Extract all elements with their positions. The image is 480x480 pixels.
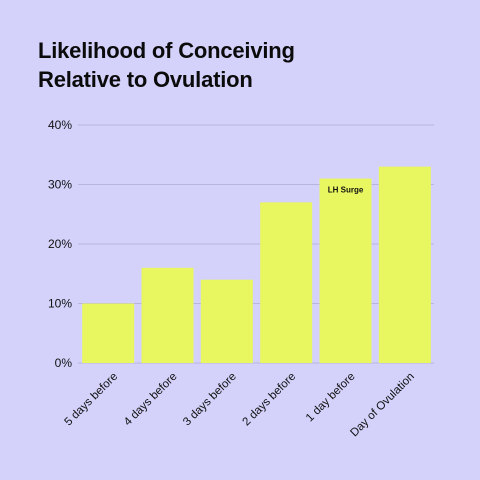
- bar: [82, 303, 135, 363]
- chart-title-line-2: Relative to Ovulation: [38, 67, 253, 92]
- bar: [319, 178, 372, 363]
- x-tick-label: 3 days before: [181, 371, 239, 429]
- bar: [378, 166, 431, 363]
- bar: [141, 267, 194, 363]
- y-tick-label: 20%: [48, 237, 72, 251]
- lh-surge-annotation: LH Surge: [328, 186, 364, 195]
- bar: [260, 202, 313, 363]
- x-tick-label: 2 days before: [241, 371, 299, 429]
- x-tick-label: 1 day before: [304, 371, 358, 425]
- x-tick-label: 4 days before: [122, 371, 180, 429]
- y-tick-label: 0%: [55, 356, 73, 370]
- bar: [200, 279, 253, 363]
- y-tick-label: 40%: [48, 118, 72, 132]
- y-tick-label: 30%: [48, 178, 72, 192]
- x-tick-label: 5 days before: [63, 371, 121, 429]
- x-tick-label: Day of Ovulation: [348, 371, 417, 440]
- y-tick-label: 10%: [48, 297, 72, 311]
- chart-title-line-1: Likelihood of Conceiving: [38, 38, 295, 63]
